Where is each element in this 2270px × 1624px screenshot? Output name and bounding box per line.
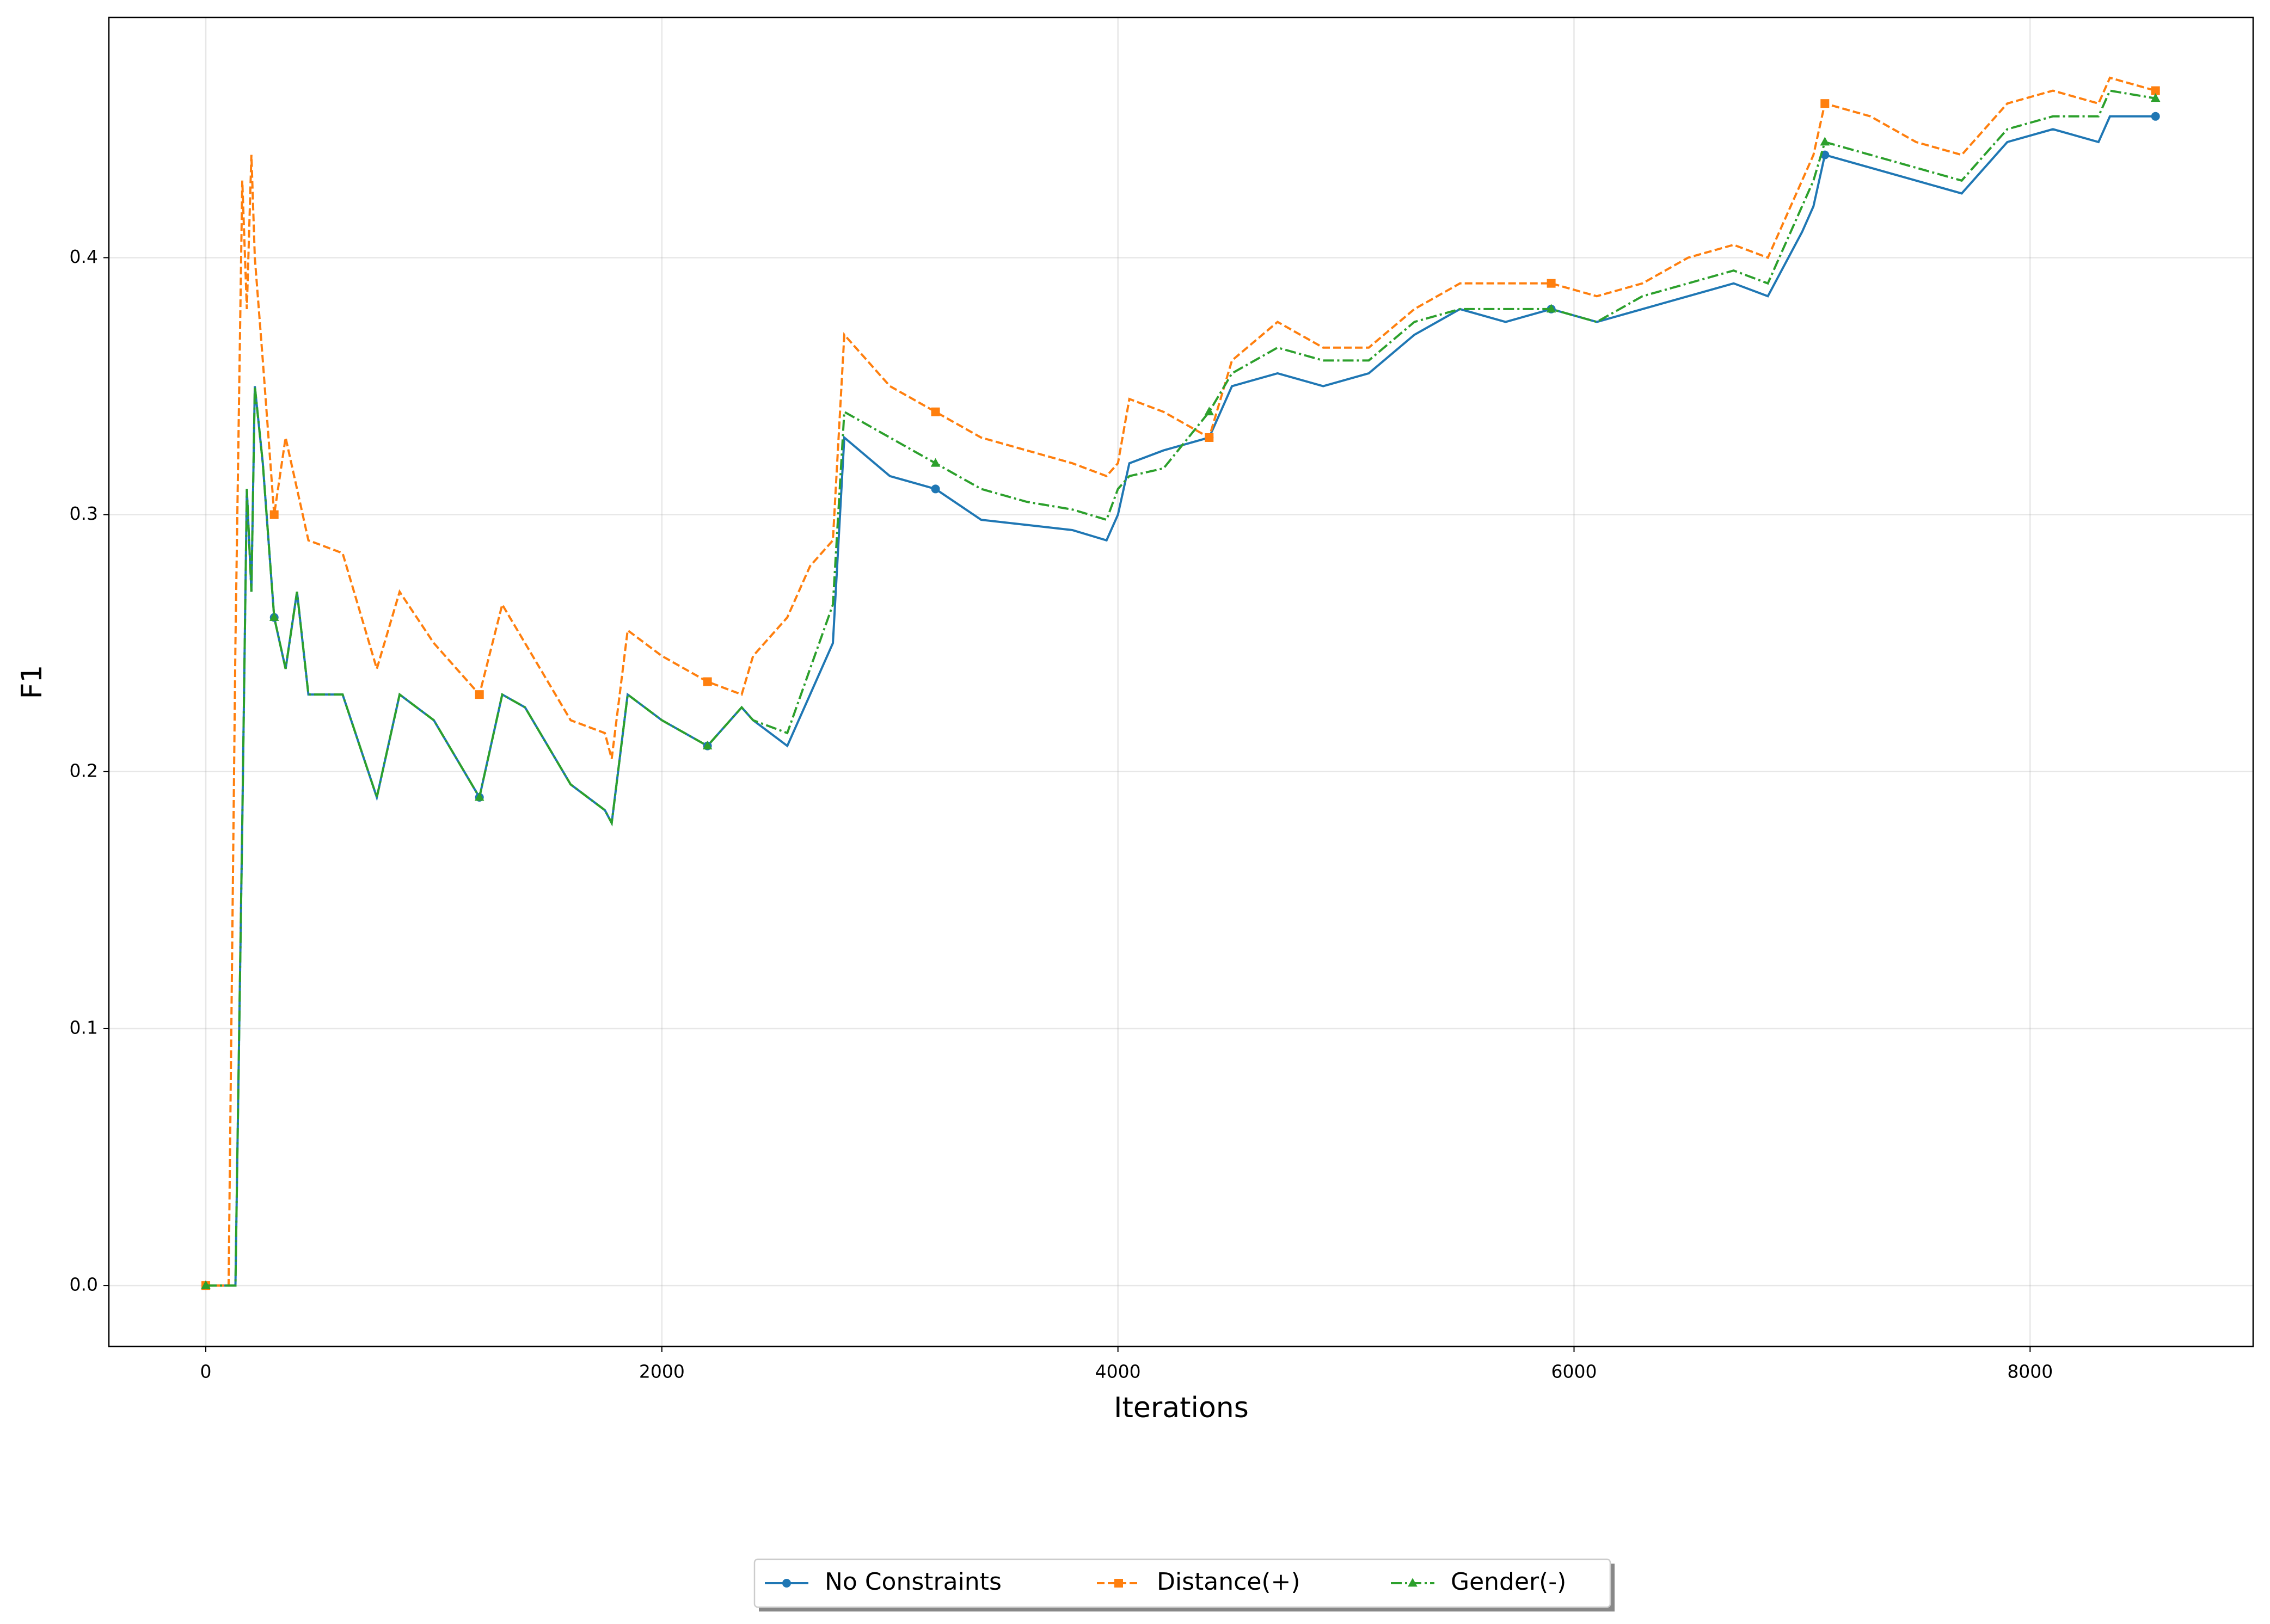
marker (703, 677, 712, 686)
y-tick-label: 0.2 (70, 760, 98, 781)
marker (1204, 407, 1214, 416)
marker (269, 510, 279, 519)
marker (1546, 304, 1556, 313)
legend-label: No Constraints (825, 1568, 1002, 1596)
marker (2151, 86, 2160, 95)
x-tick-label: 6000 (1551, 1361, 1597, 1382)
marker (1820, 137, 1830, 146)
x-tick-label: 2000 (639, 1361, 685, 1382)
series-line (206, 76, 2156, 1287)
y-tick-label: 0.4 (70, 246, 98, 267)
marker (269, 612, 279, 621)
legend-label: Gender(-) (1451, 1568, 1566, 1596)
y-tick-label: 0.3 (70, 503, 98, 524)
marker (201, 1280, 211, 1289)
y-tick-label: 0.1 (70, 1017, 98, 1038)
marker (931, 407, 940, 416)
marker (2151, 112, 2160, 121)
series-line (206, 89, 2156, 1287)
marker (474, 792, 484, 801)
x-tick-label: 4000 (1095, 1361, 1141, 1382)
marker (1205, 433, 1214, 442)
marker (702, 740, 713, 749)
legend-marker (1408, 1578, 1418, 1587)
plot-frame (108, 16, 2254, 1348)
marker (2150, 93, 2161, 102)
legend-marker (1114, 1579, 1123, 1588)
x-tick-label: 0 (200, 1361, 212, 1382)
marker (475, 690, 484, 699)
marker (930, 458, 941, 467)
legend-marker (782, 1579, 791, 1588)
legend-label: Distance(+) (1157, 1568, 1300, 1596)
series-line (206, 115, 2156, 1287)
y-tick-label: 0.0 (70, 1274, 98, 1295)
marker (931, 484, 940, 494)
marker (1547, 279, 1556, 288)
x-axis-label: Iterations (1114, 1392, 1249, 1424)
marker (1820, 99, 1830, 108)
legend-box (753, 1558, 1611, 1608)
x-tick-label: 8000 (2007, 1361, 2053, 1382)
y-axis-label: F1 (16, 665, 48, 699)
